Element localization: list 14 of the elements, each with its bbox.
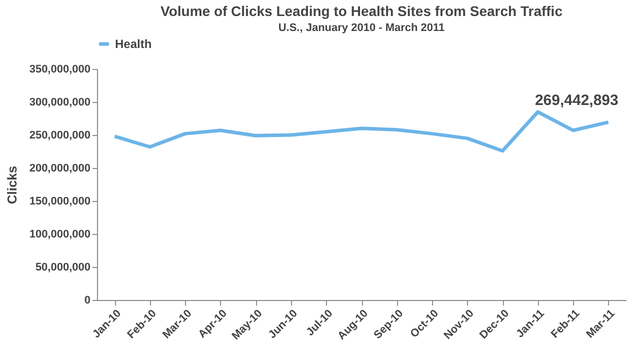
chart-title: Volume of Clicks Leading to Health Sites from Search Traffic [160,3,563,19]
legend-label: Health [115,37,152,51]
y-tick-label: 100,000,000 [29,228,90,240]
y-tick-label: 150,000,000 [29,196,90,208]
y-tick-label: 250,000,000 [29,130,90,142]
chart-subtitle: U.S., January 2010 - March 2011 [278,22,445,34]
annotation: 269,442,893 [534,92,618,110]
y-tick-label: 50,000,000 [35,262,90,274]
y-tick-label: 350,000,000 [29,64,90,76]
y-tick-label: 200,000,000 [29,162,90,174]
line-series [112,110,610,153]
y-tick-label: 0 [84,294,90,306]
y-axis-title: Clicks [4,166,20,204]
y-tick-label: 300,000,000 [29,96,90,108]
